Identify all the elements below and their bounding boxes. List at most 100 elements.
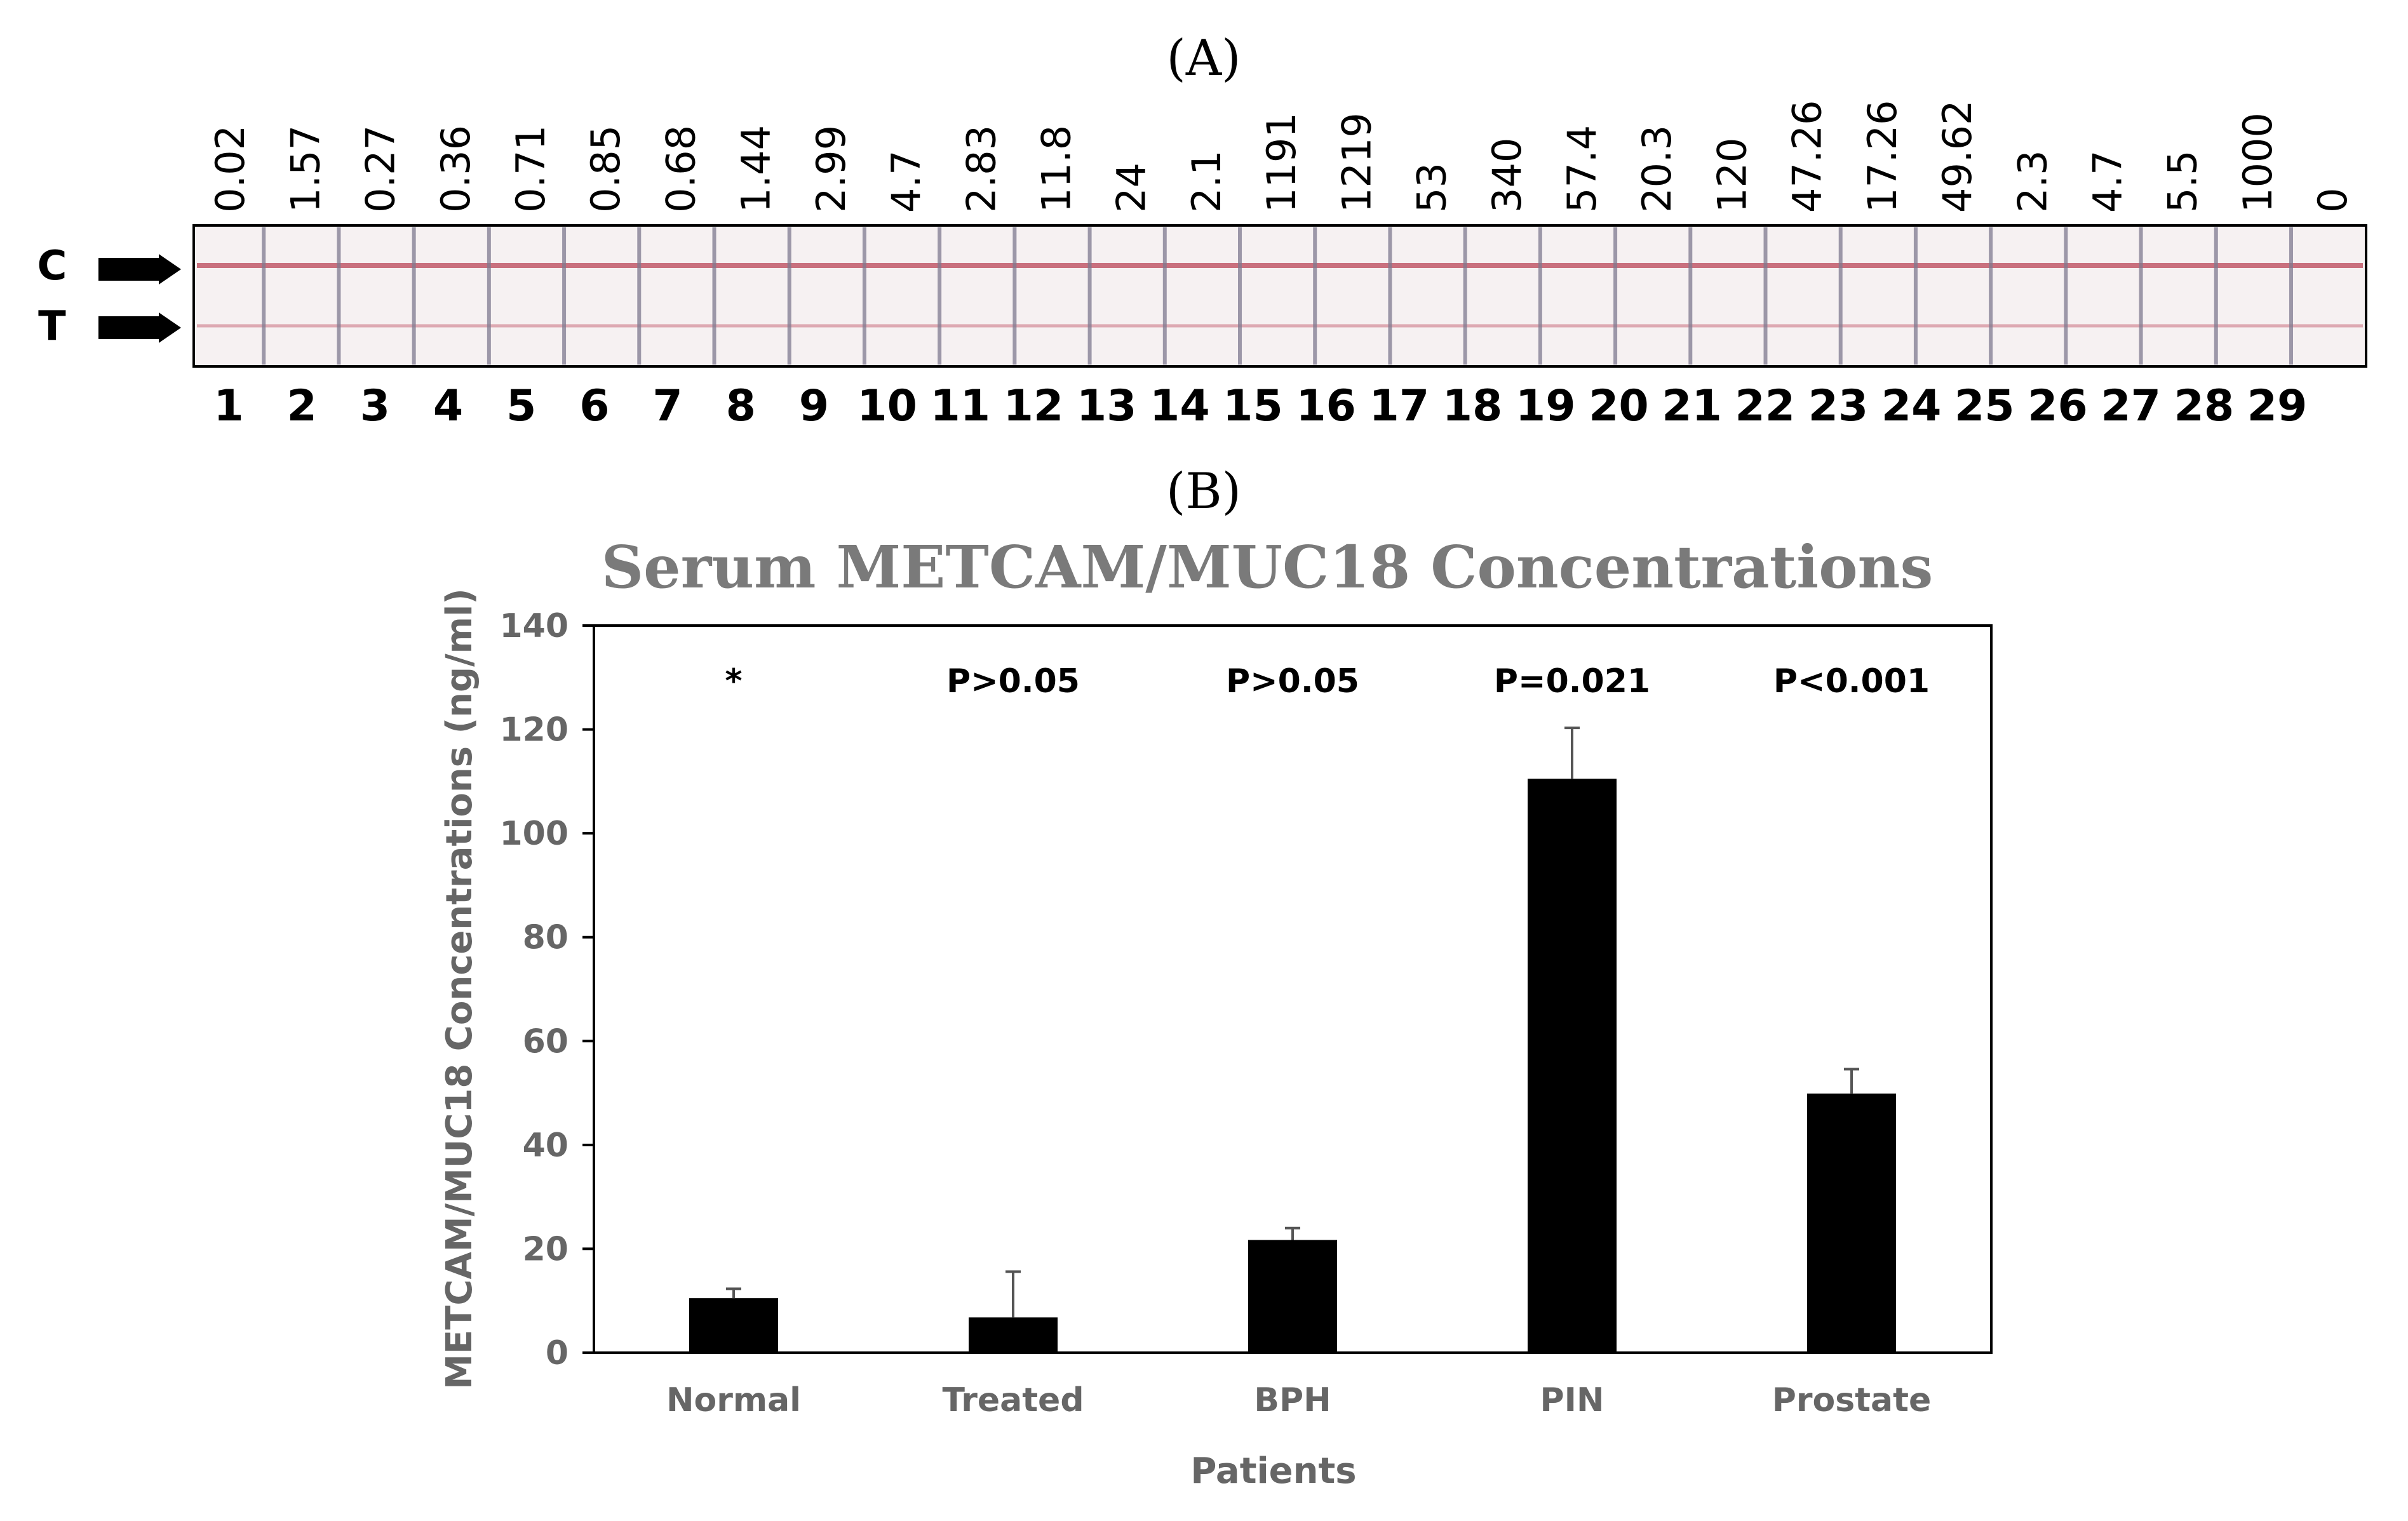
concentration-label: 1000	[2235, 112, 2281, 213]
lane-number: 17	[1369, 381, 1430, 431]
lane-number: 3	[360, 381, 390, 431]
concentration-label: 4.7	[2084, 150, 2130, 213]
lane-number: 27	[2101, 381, 2161, 431]
lane-number: 6	[579, 381, 609, 431]
y-tick-label: 100	[499, 815, 568, 853]
bar	[1248, 1240, 1337, 1353]
bar	[689, 1298, 778, 1353]
lane-number: 4	[433, 381, 463, 431]
y-tick-label: 120	[499, 711, 568, 749]
lane-number: 20	[1589, 381, 1649, 431]
test-arrow-icon	[159, 312, 181, 343]
lane-number: 24	[1881, 381, 1942, 431]
bar	[1807, 1093, 1896, 1353]
lane-numbers: 1 2 3 4 5 6 7 8 9 10 11 12 13 14 15 16 17 18 19 20 21 22 23 24 2…	[213, 381, 2307, 431]
lane-number: 16	[1296, 381, 1356, 431]
concentration-label: 5.5	[2160, 150, 2206, 213]
concentration-labels: 0.02 1.57 0.27 0.36 0.71 0.85 0.68 1.44 2.99 4.7 2…	[207, 100, 2356, 213]
concentration-label: 0.85	[582, 125, 629, 213]
concentration-label: 57.4	[1559, 125, 1605, 213]
lane-number: 18	[1443, 381, 1503, 431]
concentration-label: 4.7	[883, 150, 929, 213]
lane-number: 26	[2028, 381, 2088, 431]
lane-number: 21	[1662, 381, 1722, 431]
y-axis-title: METCAM/MUC18 Concentrations (ng/ml)	[439, 588, 480, 1389]
concentration-label: 2.3	[2009, 150, 2055, 213]
lane-number: 13	[1077, 381, 1137, 431]
bar	[969, 1317, 1058, 1353]
significance-annotation: P=0.021	[1494, 662, 1650, 700]
concentration-label: 11.8	[1033, 125, 1079, 213]
concentration-label: 1219	[1333, 112, 1380, 213]
concentration-label: 53	[1409, 163, 1455, 213]
y-tick-label: 20	[523, 1230, 568, 1268]
concentration-label: 47.26	[1784, 100, 1831, 213]
lane-number: 5	[506, 381, 536, 431]
concentration-label: 20.3	[1634, 125, 1680, 213]
concentration-label: 0.71	[508, 125, 554, 213]
panel-a-label: (A)	[1166, 30, 1241, 87]
lane-number: 10	[857, 381, 917, 431]
panel-b: (B) Serum METCAM/MUC18 Concentrations 0 2…	[439, 463, 1993, 1492]
lane-number: 22	[1735, 381, 1795, 431]
lane-number: 23	[1808, 381, 1869, 431]
significance-annotation: P>0.05	[1226, 662, 1359, 700]
lane-number: 11	[930, 381, 990, 431]
x-axis-categories: Normal Treated BPH PIN Prostate	[666, 1381, 1931, 1419]
concentration-label: 1191	[1258, 112, 1305, 213]
lane-number: 25	[1954, 381, 2015, 431]
y-tick-label: 80	[523, 919, 568, 957]
panel-a: (A) 0.02 1.57 0.27 0.36 0.71 0.85 0.68 1.44 2.99…	[37, 30, 2367, 431]
y-tick-label: 60	[523, 1022, 568, 1061]
bar	[1528, 779, 1617, 1353]
concentration-label: 0.02	[207, 125, 253, 213]
concentration-label: 2.99	[808, 125, 854, 213]
category-label: PIN	[1540, 1381, 1604, 1419]
lane-number: 7	[652, 381, 682, 431]
lane-number: 8	[726, 381, 756, 431]
concentration-label: 120	[1709, 138, 1755, 213]
concentration-label: 49.62	[1934, 100, 1981, 213]
y-tick-label: 0	[546, 1334, 568, 1372]
concentration-label: 1.57	[282, 125, 328, 213]
category-label: Normal	[666, 1381, 801, 1419]
concentration-label: 0	[2310, 188, 2356, 213]
concentration-label: 0.27	[358, 125, 404, 213]
category-label: Treated	[942, 1381, 1084, 1419]
concentration-label: 24	[1108, 163, 1155, 213]
x-axis-title: Patients	[1190, 1451, 1356, 1492]
strip-frame	[192, 224, 2367, 368]
strip-lanes	[197, 227, 2363, 365]
significance-annotation: P>0.05	[946, 662, 1080, 700]
lane-number: 29	[2247, 381, 2308, 431]
concentration-label: 2.83	[958, 125, 1004, 213]
lane-number: 15	[1223, 381, 1283, 431]
concentration-label: 1.44	[733, 125, 779, 213]
test-strip	[192, 224, 2367, 368]
concentration-label: 17.26	[1859, 100, 1906, 213]
test-line-label: T	[38, 303, 66, 350]
lane-number: 9	[799, 381, 829, 431]
category-label: BPH	[1254, 1381, 1331, 1419]
category-label: Prostate	[1772, 1381, 1932, 1419]
lane-number: 12	[1004, 381, 1064, 431]
concentration-label: 340	[1484, 138, 1530, 213]
control-line-label: C	[37, 243, 67, 290]
panel-b-label: (B)	[1166, 463, 1241, 520]
chart-title: Serum METCAM/MUC18 Concentrations	[602, 533, 1934, 601]
significance-annotation: P<0.001	[1773, 662, 1930, 700]
significance-annotations: * P>0.05 P>0.05 P=0.021 P<0.001	[725, 662, 1930, 700]
lane-number: 1	[213, 381, 243, 431]
lane-number: 2	[287, 381, 317, 431]
lane-number: 14	[1150, 381, 1210, 431]
control-arrow-shaft	[98, 258, 162, 281]
significance-annotation: *	[725, 662, 742, 700]
concentration-label: 0.68	[657, 125, 704, 213]
lane-number: 28	[2174, 381, 2235, 431]
test-arrow-shaft	[98, 316, 162, 339]
y-tick-label: 40	[523, 1127, 568, 1165]
y-tick-label: 140	[499, 607, 568, 645]
bars	[689, 727, 1896, 1353]
y-axis-ticks: 0 20 40 60 80 100 120 140	[499, 607, 594, 1372]
